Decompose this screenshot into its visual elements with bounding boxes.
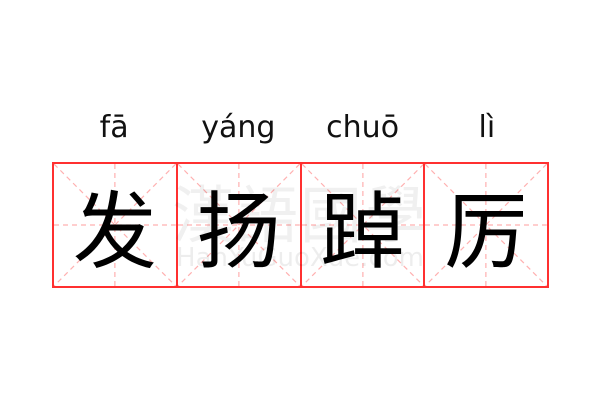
guide-line [302, 164, 424, 286]
character-grid: 发 扬 踔 厉 [52, 162, 549, 288]
guide-lines [302, 164, 424, 286]
char-cell-4: 厉 [425, 164, 547, 286]
character-4: 厉 [444, 182, 529, 281]
char-cell-2: 扬 [178, 164, 302, 286]
guide-line [178, 164, 300, 286]
guide-line [54, 164, 176, 286]
guide-lines [178, 164, 300, 286]
guide-line [302, 164, 424, 286]
pinyin-3: chuō [326, 110, 400, 145]
char-cell-1: 发 [54, 164, 178, 286]
pinyin-2: yáng [201, 110, 276, 145]
watermark-logo: 漢語國學 [171, 179, 428, 252]
character-1: 发 [72, 182, 157, 281]
pinyin-1: fā [99, 110, 129, 145]
guide-lines [425, 164, 547, 286]
guide-line [425, 164, 547, 286]
watermark-url: HanYuGuoXue.com [176, 243, 424, 273]
guide-line [54, 164, 176, 286]
character-3: 踔 [320, 182, 405, 281]
char-cell-3: 踔 [302, 164, 426, 286]
guide-line [425, 164, 547, 286]
pinyin-4: lì [478, 110, 496, 145]
character-2: 扬 [196, 182, 281, 281]
pinyin-row: fā yáng chuō lì [52, 108, 549, 148]
guide-lines [54, 164, 176, 286]
guide-line [178, 164, 300, 286]
